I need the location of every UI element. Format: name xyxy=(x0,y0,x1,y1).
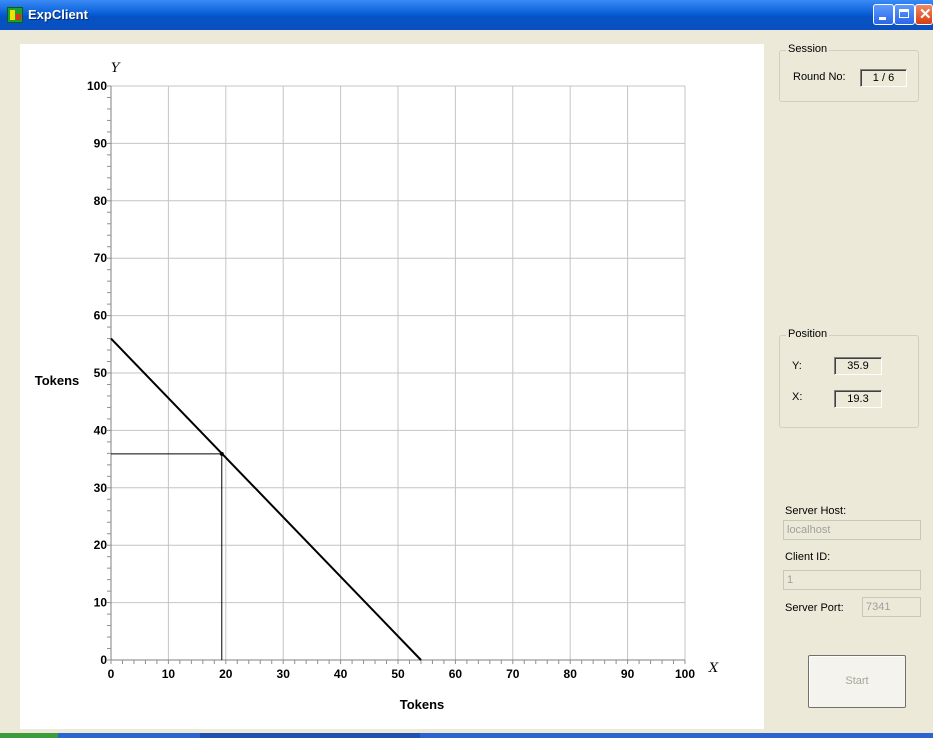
taskbar-item[interactable] xyxy=(200,733,420,738)
position-x-label: X: xyxy=(792,391,803,403)
position-x-value: 19.3 xyxy=(834,390,882,408)
position-y-label: Y: xyxy=(792,360,802,372)
round-value: 1 / 6 xyxy=(860,69,907,87)
y-tick-label: 20 xyxy=(94,538,108,552)
y-tick-label: 0 xyxy=(100,653,107,667)
maximize-button[interactable] xyxy=(894,4,915,25)
client-id-field[interactable]: 1 xyxy=(783,570,921,590)
close-button[interactable]: ✕ xyxy=(915,4,933,25)
y-tick-label: 70 xyxy=(94,251,108,265)
y-tick-label: 40 xyxy=(94,423,108,437)
x-tick-label: 0 xyxy=(108,667,115,681)
y-axis-label: Tokens xyxy=(35,373,80,388)
app-icon xyxy=(7,7,23,23)
position-group: Position Y: 35.9 X: 19.3 xyxy=(779,328,919,428)
session-group: Session Round No: 1 / 6 xyxy=(779,43,919,102)
taskbar-start-button[interactable] xyxy=(0,733,58,738)
selected-point xyxy=(219,451,224,456)
y-axis-name: Y xyxy=(111,61,121,76)
x-axis-name: X xyxy=(708,661,719,676)
budget-line xyxy=(110,337,422,661)
x-tick-label: 50 xyxy=(391,667,405,681)
server-host-field[interactable]: localhost xyxy=(783,520,921,540)
minimize-button[interactable] xyxy=(873,4,894,25)
x-tick-label: 10 xyxy=(162,667,176,681)
server-host-label: Server Host: xyxy=(785,505,847,517)
x-tick-label: 70 xyxy=(506,667,520,681)
round-label: Round No: xyxy=(793,71,846,83)
server-port-label: Server Port: xyxy=(785,602,844,614)
y-tick-label: 80 xyxy=(94,194,108,208)
x-tick-label: 60 xyxy=(449,667,463,681)
y-tick-label: 100 xyxy=(87,79,107,93)
taskbar xyxy=(0,733,933,738)
client-id-label: Client ID: xyxy=(785,551,831,563)
x-tick-label: 100 xyxy=(675,667,695,681)
x-tick-label: 80 xyxy=(564,667,578,681)
close-icon: ✕ xyxy=(919,6,932,23)
y-tick-label: 10 xyxy=(94,596,108,610)
window-title: ExpClient xyxy=(28,7,88,22)
x-tick-label: 90 xyxy=(621,667,635,681)
x-tick-label: 40 xyxy=(334,667,348,681)
x-axis-label: Tokens xyxy=(400,697,445,712)
server-port-field[interactable]: 7341 xyxy=(862,597,921,617)
budget-chart[interactable]: 0 10 20 30 40 50 60 70 80 90 100 0 10 20 30 40 50 60 70 80 9… xyxy=(20,44,764,729)
session-group-title: Session xyxy=(786,43,830,55)
y-tick-label: 30 xyxy=(94,481,108,495)
start-button[interactable]: Start xyxy=(808,655,906,708)
x-tick-label: 30 xyxy=(277,667,291,681)
x-tick-label: 20 xyxy=(219,667,233,681)
y-tick-label: 60 xyxy=(94,309,108,323)
position-y-value: 35.9 xyxy=(834,357,882,375)
chart-area[interactable]: 0 10 20 30 40 50 60 70 80 90 100 0 10 20 30 40 50 60 70 80 9… xyxy=(20,44,764,729)
position-group-title: Position xyxy=(786,328,830,340)
title-bar[interactable]: ExpClient ✕ xyxy=(0,0,933,30)
y-tick-label: 90 xyxy=(94,136,108,150)
y-tick-label: 50 xyxy=(94,366,108,380)
